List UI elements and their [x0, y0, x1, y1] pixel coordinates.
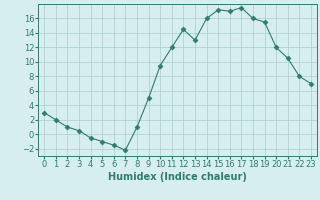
X-axis label: Humidex (Indice chaleur): Humidex (Indice chaleur) — [108, 172, 247, 182]
